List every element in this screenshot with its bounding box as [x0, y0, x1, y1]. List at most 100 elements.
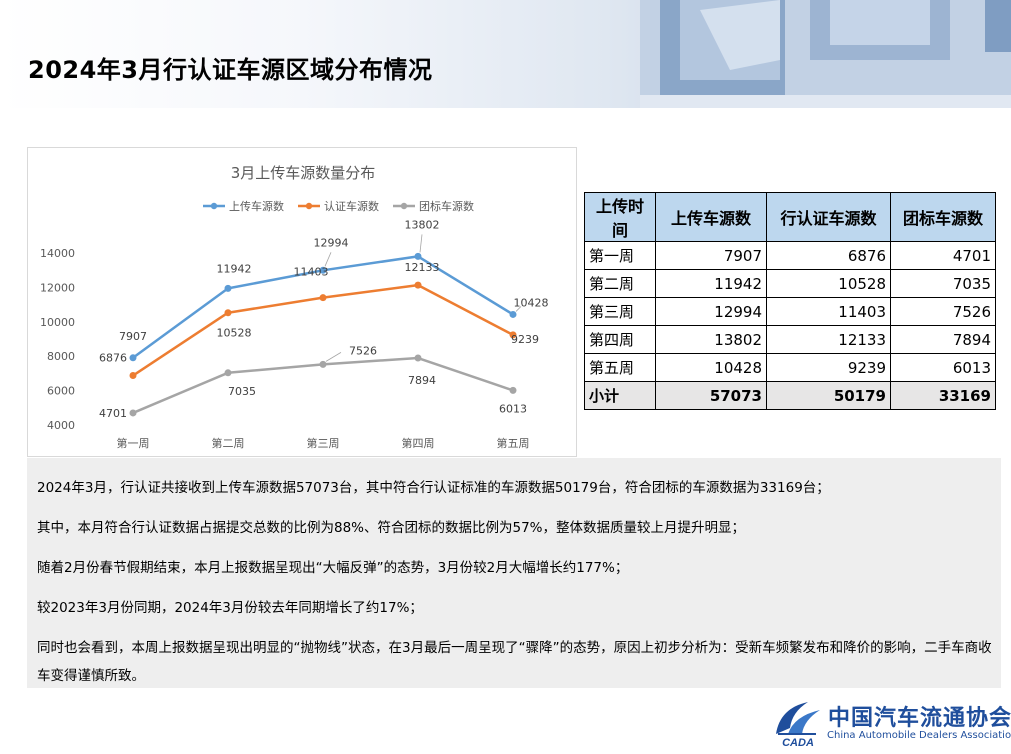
table-value-cell: 50179	[766, 381, 891, 410]
data-point	[509, 310, 517, 318]
data-point	[224, 369, 232, 377]
table-row: 第三周 12994 11403 7526	[584, 297, 996, 326]
y-tick-label: 12000	[40, 281, 75, 294]
table-value-cell: 9239	[766, 353, 891, 382]
table-value-cell: 7907	[655, 241, 767, 270]
table-value-cell: 7894	[890, 325, 996, 354]
line-chart: 3月上传车源数量分布上传车源数 认证车源数 团标车源数 4000 6000 8000 100…	[27, 147, 577, 457]
data-point	[319, 360, 327, 368]
data-label: 4701	[99, 407, 127, 420]
chart-title: 3月上传车源数量分布	[231, 164, 376, 182]
data-label: 11403	[294, 266, 329, 279]
cada-logo: CADA 中国汽车流通协会 China Automobile Dealers A…	[770, 694, 1011, 750]
weekly-data-table: 上传时间 上传车源数 行认证车源数 团标车源数 第一周 7907 6876 4701 第…	[584, 192, 996, 410]
y-tick-label: 10000	[40, 316, 75, 329]
table-value-cell: 4701	[890, 241, 996, 270]
x-tick-label: 第一周	[117, 436, 150, 450]
table-value-cell: 13802	[655, 325, 767, 354]
data-label: 12994	[314, 236, 349, 249]
table-value-cell: 6876	[766, 241, 891, 270]
summary-paragraph: 较2023年3月份同期，2024年3月份较去年同期增长了约17%；	[37, 600, 423, 616]
table-value-cell: 57073	[655, 381, 767, 410]
x-tick-label: 第五周	[497, 436, 530, 450]
summary-paragraph: 随着2月份春节假期结束，本月上报数据呈现出“大幅反弹”的态势，3月份较2月大幅增…	[37, 560, 629, 576]
data-point	[129, 354, 137, 362]
cada-logo-icon: CADA	[776, 702, 820, 749]
table-week-cell: 小计	[584, 381, 656, 410]
table-week-cell: 第三周	[584, 297, 656, 326]
y-tick-label: 8000	[47, 350, 75, 363]
data-point	[509, 331, 517, 339]
data-point	[319, 266, 327, 274]
summary-paragraph: 同时也会看到，本周上报数据呈现出明显的“抛物线”状态，在3月最后一周呈现了“骤降…	[37, 640, 992, 684]
table-value-cell: 7035	[890, 269, 996, 298]
data-point	[509, 386, 517, 394]
x-tick-label: 第三周	[307, 436, 340, 450]
legend-marker	[400, 202, 408, 210]
legend-marker	[305, 202, 313, 210]
data-point	[414, 354, 422, 362]
data-label: 13802	[405, 218, 440, 231]
y-tick-label: 14000	[40, 247, 75, 260]
data-label: 7526	[349, 344, 377, 357]
page-title: 2024年3月行认证车源区域分布情况	[28, 56, 433, 84]
legend-label: 团标车源数	[419, 199, 474, 213]
data-point	[319, 294, 327, 302]
table-total-row: 小计 57073 50179 33169	[584, 381, 996, 410]
table-value-cell: 10528	[766, 269, 891, 298]
data-label: 10528	[217, 327, 252, 340]
data-label-leader	[515, 306, 522, 312]
data-label: 10428	[514, 296, 549, 309]
table-header-row: 上传时间 上传车源数 行认证车源数 团标车源数	[584, 192, 996, 242]
data-label: 6013	[499, 402, 527, 415]
table-value-cell: 12994	[655, 297, 767, 326]
table-week-cell: 第一周	[584, 241, 656, 270]
summary-text-box: 2024年3月，行认证共接收到上传车源数据57073台，其中符合行认证标准的车源…	[27, 458, 1001, 688]
logo-chinese-name: 中国汽车流通协会	[828, 705, 1011, 731]
y-tick-label: 4000	[47, 419, 75, 432]
data-label: 7035	[228, 385, 256, 398]
legend-label: 认证车源数	[324, 199, 379, 213]
header-decoration-image	[640, 0, 1011, 108]
data-point	[414, 281, 422, 289]
table-value-cell: 11403	[766, 297, 891, 326]
table-row: 第五周 10428 9239 6013	[584, 353, 996, 382]
table-header-cell: 上传时间	[584, 192, 656, 242]
data-point	[414, 252, 422, 260]
data-point	[224, 284, 232, 292]
data-label: 11942	[217, 262, 252, 275]
table-header-cell: 上传车源数	[655, 192, 767, 242]
data-label: 9239	[511, 333, 539, 346]
data-point	[129, 409, 137, 417]
table-row: 第二周 11942 10528 7035	[584, 269, 996, 298]
data-label-leader	[324, 252, 332, 267]
data-label: 7907	[119, 330, 147, 343]
data-label: 7894	[408, 374, 436, 387]
logo-english-name: China Automobile Dealers Association	[827, 730, 1011, 741]
data-point	[224, 309, 232, 317]
x-tick-label: 第四周	[402, 436, 435, 450]
table-value-cell: 11942	[655, 269, 767, 298]
logo-mark-text: CADA	[782, 737, 814, 749]
table-value-cell: 10428	[655, 353, 767, 382]
legend-label: 上传车源数	[229, 199, 284, 213]
table-week-cell: 第五周	[584, 353, 656, 382]
table-week-cell: 第四周	[584, 325, 656, 354]
table-header-cell: 行认证车源数	[766, 192, 891, 242]
header-banner: 2024年3月行认证车源区域分布情况	[0, 0, 1011, 108]
table-value-cell: 6013	[890, 353, 996, 382]
table-value-cell: 7526	[890, 297, 996, 326]
summary-paragraph: 2024年3月，行认证共接收到上传车源数据57073台，其中符合行认证标准的车源…	[37, 480, 830, 496]
data-label-leader	[325, 352, 342, 362]
data-label: 6876	[99, 352, 127, 365]
x-tick-label: 第二周	[212, 436, 245, 450]
data-point	[129, 372, 137, 380]
table-row: 第一周 7907 6876 4701	[584, 241, 996, 270]
table-header-cell: 团标车源数	[890, 192, 996, 242]
table-value-cell: 12133	[766, 325, 891, 354]
y-tick-label: 6000	[47, 385, 75, 398]
legend-marker	[210, 202, 218, 210]
table-value-cell: 33169	[890, 381, 996, 410]
summary-paragraph: 其中，本月符合行认证数据占据提交总数的比例为88%、符合团标的数据比例为57%，…	[37, 520, 746, 536]
